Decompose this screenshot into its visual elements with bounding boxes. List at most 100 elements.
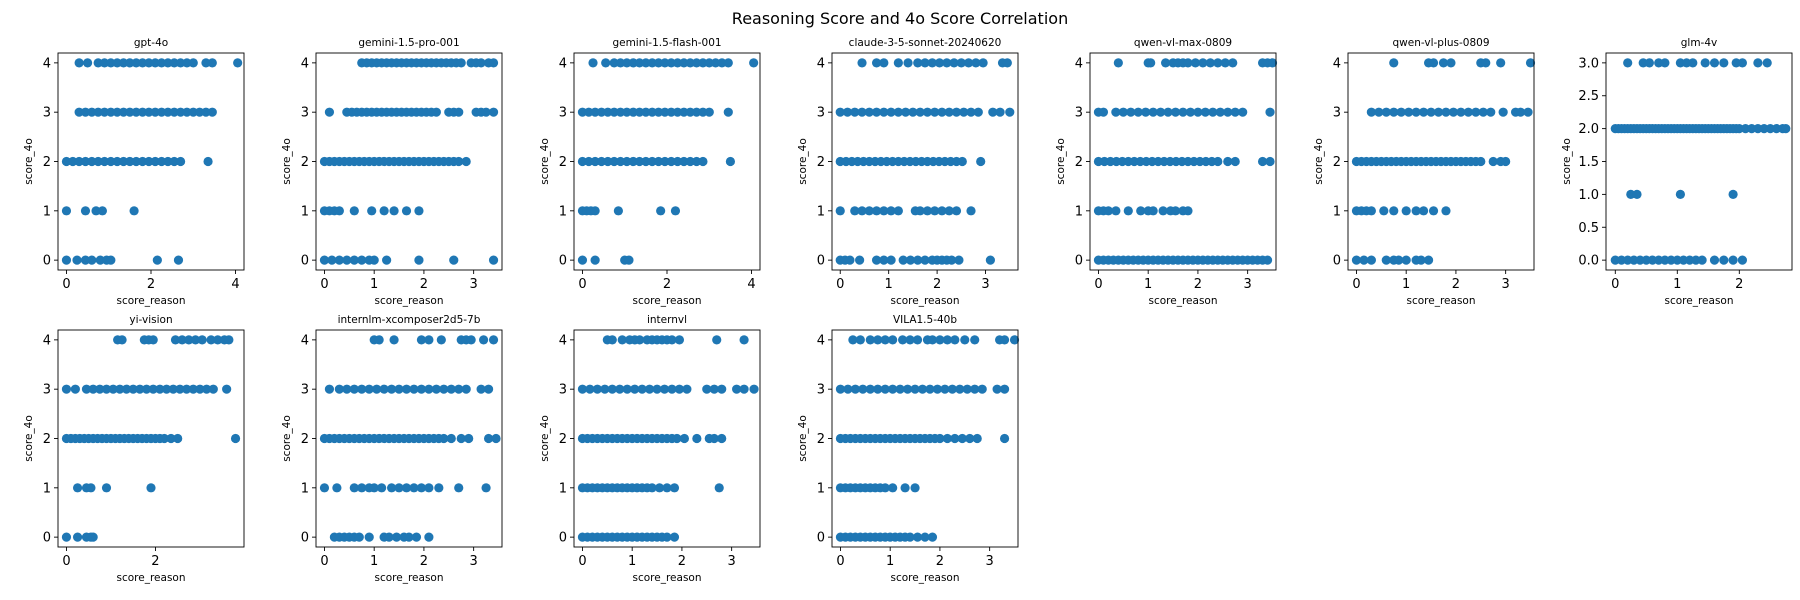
data-point [1478,107,1488,117]
data-point [137,58,148,68]
x-tick-label: 2 [678,554,686,569]
data-point [999,433,1010,444]
data-point [920,58,930,68]
data-point [135,384,145,394]
data-point [835,107,845,117]
data-point [927,58,937,68]
data-point [334,206,344,216]
data-point [654,483,665,493]
data-point [704,58,714,68]
data-point [386,384,397,394]
x-tick-label: 3 [728,554,736,569]
data-point [195,107,205,117]
data-point [93,156,103,167]
data-point [106,58,116,68]
data-point [685,107,695,117]
data-point [1374,107,1384,117]
data-point [871,58,882,68]
subplot-internlm-xcomposer2d5-7b: 0 1 2 3 0 1 2 3 4 internlm-xcomposer2d5-7b score_r… [281,314,503,584]
y-tick-label: 4 [301,333,309,348]
data-point [106,255,116,265]
y-tick-label: 4 [301,56,309,71]
y-tick-label: 1 [817,204,825,219]
data-point [886,206,896,216]
y-tick-label: 2 [43,432,51,447]
y-tick-label: 0 [817,531,825,546]
data-point [879,58,889,68]
data-point [99,58,110,68]
data-point [1208,107,1218,117]
data-point [1498,107,1508,117]
x-tick-label: 2 [147,277,155,292]
data-point [962,384,972,394]
data-point [1381,107,1391,117]
data-point [584,156,594,167]
data-point [1728,189,1738,199]
data-point [880,483,890,493]
data-point [1719,255,1729,265]
data-point [476,58,486,68]
data-point [666,58,676,68]
data-point [628,156,638,167]
data-point [858,384,868,394]
y-tick-label: 3 [817,383,825,398]
data-point [168,384,178,394]
data-point [880,335,890,345]
data-point [1230,107,1240,117]
data-point [944,107,954,117]
data-point [660,156,670,167]
x-axis-label: score_reason [375,295,444,307]
data-point [590,206,600,216]
data-point [434,483,444,493]
y-axis-label: score_4o [797,415,809,462]
x-tick-label: 1 [1144,277,1152,292]
data-point [577,255,588,265]
data-point [922,206,933,216]
data-point [976,156,986,167]
data-point [1456,107,1466,117]
y-axis-label: score_4o [281,415,293,462]
data-point [327,255,337,265]
data-point [871,107,882,117]
data-point [206,335,216,345]
x-tick-label: 2 [151,554,159,569]
data-point [873,335,883,345]
data-point [466,335,476,345]
data-point [1632,189,1642,199]
data-point [491,433,501,444]
data-point [1123,206,1133,216]
data-point [957,433,967,444]
data-point [449,255,459,265]
data-point [161,384,172,394]
data-point [394,483,404,493]
data-point [144,107,154,117]
data-point [634,58,645,68]
data-point [879,206,889,216]
y-tick-label: 1 [1075,204,1083,219]
data-point [717,58,727,68]
data-point [959,107,969,117]
data-point [685,58,695,68]
data-point [1709,58,1720,68]
data-point [905,532,915,542]
data-point [446,384,456,394]
data-point [691,156,702,167]
data-point [87,156,97,167]
x-tick-label: 1 [885,277,893,292]
data-point [357,384,367,394]
data-point [577,156,588,167]
data-point [739,384,749,394]
x-tick-label: 2 [420,554,428,569]
subplot-qwen-vl-max-0809: 0 1 2 3 0 1 2 3 4 qwen-vl-max-0809 score_reason sco… [1055,37,1278,307]
data-point [82,58,93,68]
data-point [117,335,127,345]
data-point [131,107,141,117]
data-point [947,255,957,265]
data-point [424,335,434,345]
data-point [1238,107,1248,117]
data-point [446,433,456,444]
x-tick-label: 1 [370,554,378,569]
data-point [1416,255,1426,265]
data-point [95,384,105,394]
data-point [702,384,712,394]
